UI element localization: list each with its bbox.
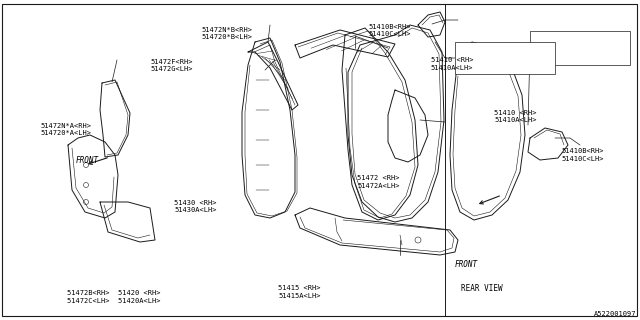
Text: 51410B<RH>
51410C<LH>: 51410B<RH> 51410C<LH> [562,148,604,162]
Bar [455,42,555,74]
Bar [530,31,630,65]
Text: REAR VIEW: REAR VIEW [461,284,502,293]
Text: 51472F<RH>
51472G<LH>: 51472F<RH> 51472G<LH> [150,59,193,72]
Text: 51472 <RH>
51472A<LH>: 51472 <RH> 51472A<LH> [357,175,399,188]
Text: 51410 <RH>
51410A<LH>: 51410 <RH> 51410A<LH> [431,57,473,71]
Text: A522001097: A522001097 [595,311,637,317]
Text: FRONT: FRONT [76,156,99,165]
Text: 51472B<RH>  51420 <RH>
51472C<LH>  51420A<LH>: 51472B<RH> 51420 <RH> 51472C<LH> 51420A<… [67,290,161,304]
Text: 51472N*A<RH>
514720*A<LH>: 51472N*A<RH> 514720*A<LH> [40,123,92,136]
Text: 51430 <RH>
51430A<LH>: 51430 <RH> 51430A<LH> [174,200,216,213]
Text: 51472N*B<RH>
514720*B<LH>: 51472N*B<RH> 514720*B<LH> [202,27,253,40]
Text: FRONT: FRONT [454,260,477,269]
Text: 51415 <RH>
51415A<LH>: 51415 <RH> 51415A<LH> [278,285,321,299]
Text: 51410B<RH>
51410C<LH>: 51410B<RH> 51410C<LH> [368,24,410,37]
Text: 51410 <RH>
51410A<LH>: 51410 <RH> 51410A<LH> [494,110,536,123]
